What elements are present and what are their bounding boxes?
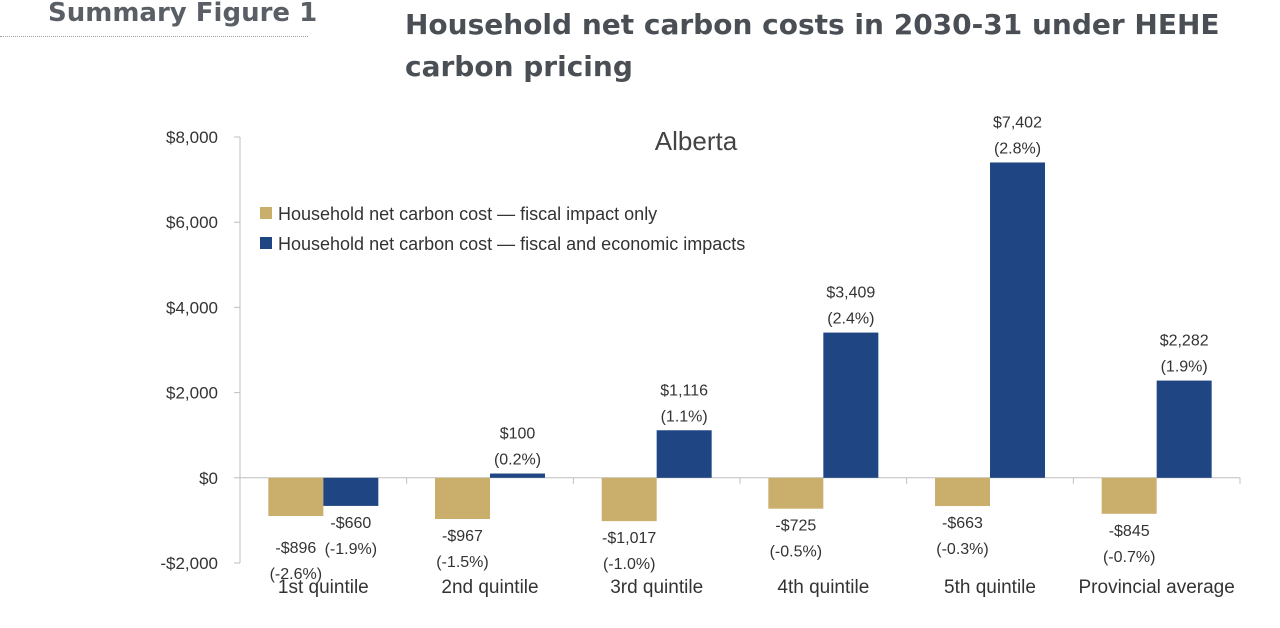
data-label-percent: (-1.9%) — [325, 541, 377, 558]
legend-swatch-fiscal — [260, 207, 272, 219]
x-tick-label: 3rd quintile — [610, 577, 703, 598]
data-label-value: $2,282 — [1160, 333, 1209, 350]
bar-fiscal — [935, 477, 990, 507]
data-label-percent: (1.1%) — [661, 408, 708, 425]
bar-fiscal — [1101, 477, 1157, 514]
bar-fiscal — [435, 477, 490, 519]
data-labels: -$896 (-2.6%) -$660 (-1.9%) -$967 (-1.5%) $100… — [270, 114, 1209, 582]
y-tick-label: -$2,000 — [160, 554, 218, 573]
data-label-value: -$896 — [275, 540, 316, 557]
x-tick-label: 4th quintile — [777, 577, 869, 598]
bar-fiscal — [601, 477, 657, 522]
bar-economic — [1156, 380, 1212, 478]
bar-economic — [490, 473, 545, 478]
bar-fiscal — [768, 477, 824, 509]
bar-economic — [656, 430, 712, 478]
bar-fiscal — [268, 477, 324, 516]
data-label-value: $3,409 — [826, 285, 875, 302]
data-label-value: -$845 — [1109, 523, 1150, 540]
data-label-percent: (0.2%) — [494, 452, 541, 469]
y-tick-label: $0 — [199, 469, 218, 488]
data-label-percent: (2.4%) — [827, 311, 874, 328]
data-label-percent: (-1.0%) — [603, 556, 655, 573]
x-tick-label: 2nd quintile — [441, 577, 538, 598]
bars — [268, 162, 1212, 522]
data-label-percent: (-1.5%) — [436, 554, 488, 571]
x-tick-label: 1st quintile — [278, 577, 369, 598]
y-tick-label: $6,000 — [166, 213, 218, 232]
data-label-value: -$967 — [442, 528, 483, 545]
bar-economic — [323, 477, 379, 506]
axes: -$2,000 $0 $2,000 $4,000 $6,000 $8,000 1st qui… — [160, 128, 1241, 598]
figure-label: Summary Figure 1 — [48, 0, 318, 28]
data-label-value: -$663 — [942, 515, 983, 532]
data-label-percent: (-0.5%) — [770, 544, 822, 561]
bar-economic — [990, 162, 1045, 478]
data-label-percent: (-2.6%) — [270, 566, 322, 583]
legend-label-economic: Household net carbon cost — fiscal and e… — [278, 234, 745, 254]
data-label-value: -$1,017 — [602, 530, 656, 547]
data-label-value: $7,402 — [993, 114, 1042, 131]
figure-label-rule — [0, 36, 308, 37]
y-tick-label: $4,000 — [166, 298, 218, 317]
data-label-percent: (1.9%) — [1161, 359, 1208, 376]
data-label-value: $1,116 — [660, 382, 708, 399]
figure-title: Household net carbon costs in 2030-31 un… — [405, 8, 1220, 83]
data-label-percent: (-0.7%) — [1103, 549, 1155, 566]
bar-economic — [823, 332, 879, 478]
legend-label-fiscal: Household net carbon cost — fiscal impac… — [278, 204, 657, 224]
y-tick-label: $2,000 — [166, 384, 218, 403]
x-tick-label: Provincial average — [1079, 577, 1235, 598]
x-tick-label: 5th quintile — [944, 577, 1036, 598]
data-label-value: $100 — [500, 426, 536, 443]
data-label-value: -$725 — [775, 518, 816, 535]
legend: Household net carbon cost — fiscal impac… — [260, 204, 745, 254]
chart-title: Alberta — [655, 126, 738, 156]
data-label-percent: (2.8%) — [994, 140, 1041, 157]
data-label-percent: (-0.3%) — [936, 541, 988, 558]
y-tick-label: $8,000 — [166, 128, 218, 147]
legend-swatch-economic — [260, 237, 272, 249]
data-label-value: -$660 — [330, 515, 371, 532]
